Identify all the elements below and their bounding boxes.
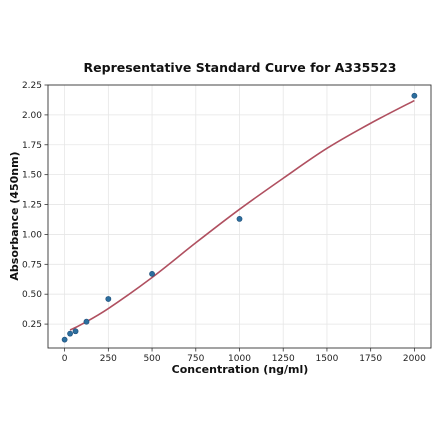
- y-tick-label: 2.25: [22, 81, 42, 91]
- y-tick-label: 1.00: [22, 230, 42, 240]
- data-point: [149, 270, 155, 277]
- data-point: [83, 318, 90, 325]
- y-tick-label: 0.25: [22, 320, 42, 330]
- data-point: [72, 328, 79, 335]
- x-axis-label: Concentration (ng/ml): [172, 363, 309, 376]
- y-tick-label: 2.00: [22, 111, 42, 121]
- y-tick-label: 0.50: [22, 290, 42, 300]
- x-tick-label: 1250: [272, 354, 295, 364]
- y-tick-label: 1.25: [22, 201, 42, 211]
- y-tick-label: 1.75: [22, 141, 42, 151]
- y-tick-label: 0.75: [22, 260, 42, 270]
- x-tick-label: 1750: [359, 354, 382, 364]
- data-point: [105, 296, 112, 302]
- x-tick-label: 2000: [403, 354, 426, 364]
- y-axis-label: Absorbance (450nm): [8, 151, 21, 280]
- data-point: [67, 330, 73, 337]
- x-tick-label: 750: [187, 354, 204, 364]
- y-tick-label: 1.50: [22, 171, 42, 181]
- data-points-layer: [61, 92, 418, 343]
- x-axis-ticks: 0 250 500 750 1000 1250 1500 1750 2000: [62, 348, 426, 364]
- data-point: [61, 336, 68, 343]
- x-tick-label: 250: [100, 354, 117, 364]
- y-axis-ticks: 0.25 0.50 0.75 1.00 1.25 1.50 1.75 2.00 2.25: [22, 81, 48, 330]
- data-point: [236, 215, 243, 222]
- fit-curve-line: [69, 99, 415, 331]
- x-tick-label: 500: [143, 354, 160, 364]
- data-point: [411, 92, 418, 99]
- x-tick-label: 1500: [315, 354, 338, 364]
- x-tick-label: 0: [62, 354, 68, 364]
- chart-title: Representative Standard Curve for A33552…: [84, 60, 397, 75]
- fit-curve-layer: [69, 99, 415, 331]
- x-tick-label: 1000: [228, 354, 251, 364]
